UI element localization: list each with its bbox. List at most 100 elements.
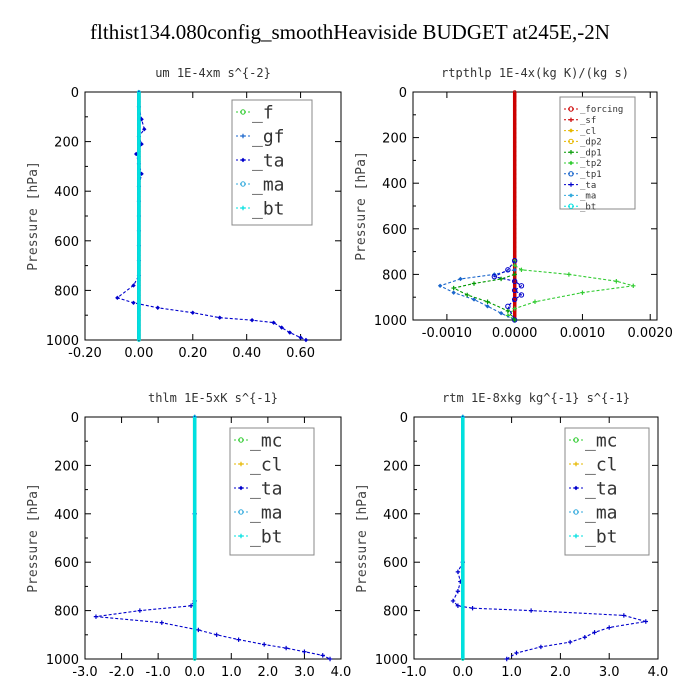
data-point — [461, 507, 465, 511]
x-tick-label: -0.0010 — [422, 326, 472, 341]
data-point — [193, 628, 197, 632]
data-point — [193, 449, 197, 453]
data-point — [193, 444, 197, 448]
data-point — [131, 300, 136, 305]
data-point — [214, 632, 219, 637]
data-point — [193, 652, 197, 656]
data-point — [137, 278, 141, 283]
data-point — [461, 492, 465, 497]
data-point — [512, 190, 517, 195]
data-point — [193, 633, 197, 637]
data-point — [461, 536, 465, 540]
legend-marker — [568, 193, 574, 198]
data-point — [193, 434, 197, 439]
data-point — [461, 560, 465, 564]
data-point — [512, 186, 517, 190]
data-point — [137, 169, 141, 174]
data-point — [193, 570, 197, 574]
data-point — [512, 217, 517, 222]
data-point — [193, 420, 197, 424]
legend-label: _ma — [585, 502, 618, 523]
data-point — [461, 579, 465, 584]
data-point — [631, 283, 636, 288]
data-point — [137, 323, 141, 327]
data-point — [512, 317, 517, 323]
data-point — [193, 565, 197, 569]
x-tick-label: 3.0 — [294, 665, 315, 680]
y-tick-label: 1000 — [375, 653, 408, 668]
data-point — [196, 627, 201, 633]
data-point — [512, 213, 517, 217]
data-point — [451, 290, 456, 295]
data-point — [512, 126, 517, 131]
x-tick-label: 0.20 — [178, 346, 207, 361]
data-point — [159, 620, 164, 625]
x-tick-label: 0.0 — [452, 665, 473, 680]
data-point — [193, 463, 197, 468]
data-point — [461, 439, 465, 443]
data-point — [607, 625, 612, 630]
data-point — [512, 176, 517, 181]
data-point — [461, 458, 465, 463]
data-point — [461, 512, 465, 516]
x-tick-label: -1.0 — [145, 665, 170, 680]
data-point — [512, 245, 517, 249]
legend-label: _dp1 — [580, 148, 602, 158]
legend-label: _cl — [585, 454, 618, 475]
data-point — [137, 219, 141, 223]
x-tick-label: 3.0 — [599, 665, 620, 680]
data-point — [461, 618, 465, 622]
data-point — [461, 628, 465, 632]
data-point — [512, 117, 517, 122]
data-point — [461, 463, 465, 468]
data-point — [461, 420, 465, 424]
legend-marker — [238, 485, 244, 491]
data-point — [461, 531, 465, 535]
data-point — [287, 330, 292, 335]
legend-label: _tp2 — [580, 159, 602, 169]
data-point — [193, 478, 197, 482]
legend-label: _ta — [252, 150, 285, 171]
data-point — [279, 325, 284, 330]
legend-marker — [568, 128, 574, 133]
data-point — [193, 637, 197, 642]
data-point — [512, 154, 517, 158]
legend-box — [229, 427, 315, 556]
data-point — [236, 637, 241, 642]
data-point — [217, 315, 222, 320]
data-point — [512, 263, 517, 268]
legend-label: _cl — [250, 454, 283, 475]
data-point — [465, 292, 470, 298]
data-point — [461, 599, 465, 603]
legend-marker — [573, 533, 579, 539]
data-point — [461, 516, 465, 521]
data-point — [193, 608, 197, 613]
data-point — [512, 236, 517, 240]
data-point — [155, 305, 160, 310]
data-point — [193, 536, 197, 540]
data-point — [190, 310, 195, 315]
data-point — [512, 231, 517, 236]
data-point — [137, 288, 141, 293]
legend-marker — [568, 117, 574, 122]
data-point — [461, 541, 465, 545]
data-point — [567, 639, 573, 645]
y-tick-label: 800 — [383, 605, 408, 620]
data-point — [512, 313, 517, 318]
data-point — [512, 254, 517, 258]
legend-marker — [240, 205, 246, 211]
data-point — [461, 589, 465, 593]
data-point — [193, 454, 197, 458]
data-point — [137, 328, 141, 332]
legend-label: _f — [252, 102, 274, 123]
legend-marker — [568, 160, 574, 166]
data-point — [461, 613, 465, 618]
data-point — [137, 244, 141, 248]
legend-label: _ma — [252, 174, 285, 195]
x-tick-label: -0.20 — [68, 346, 102, 361]
legend-label: _ta — [250, 478, 283, 499]
data-point — [498, 310, 504, 316]
x-tick-label: 0.60 — [286, 346, 315, 361]
data-point — [137, 263, 141, 268]
